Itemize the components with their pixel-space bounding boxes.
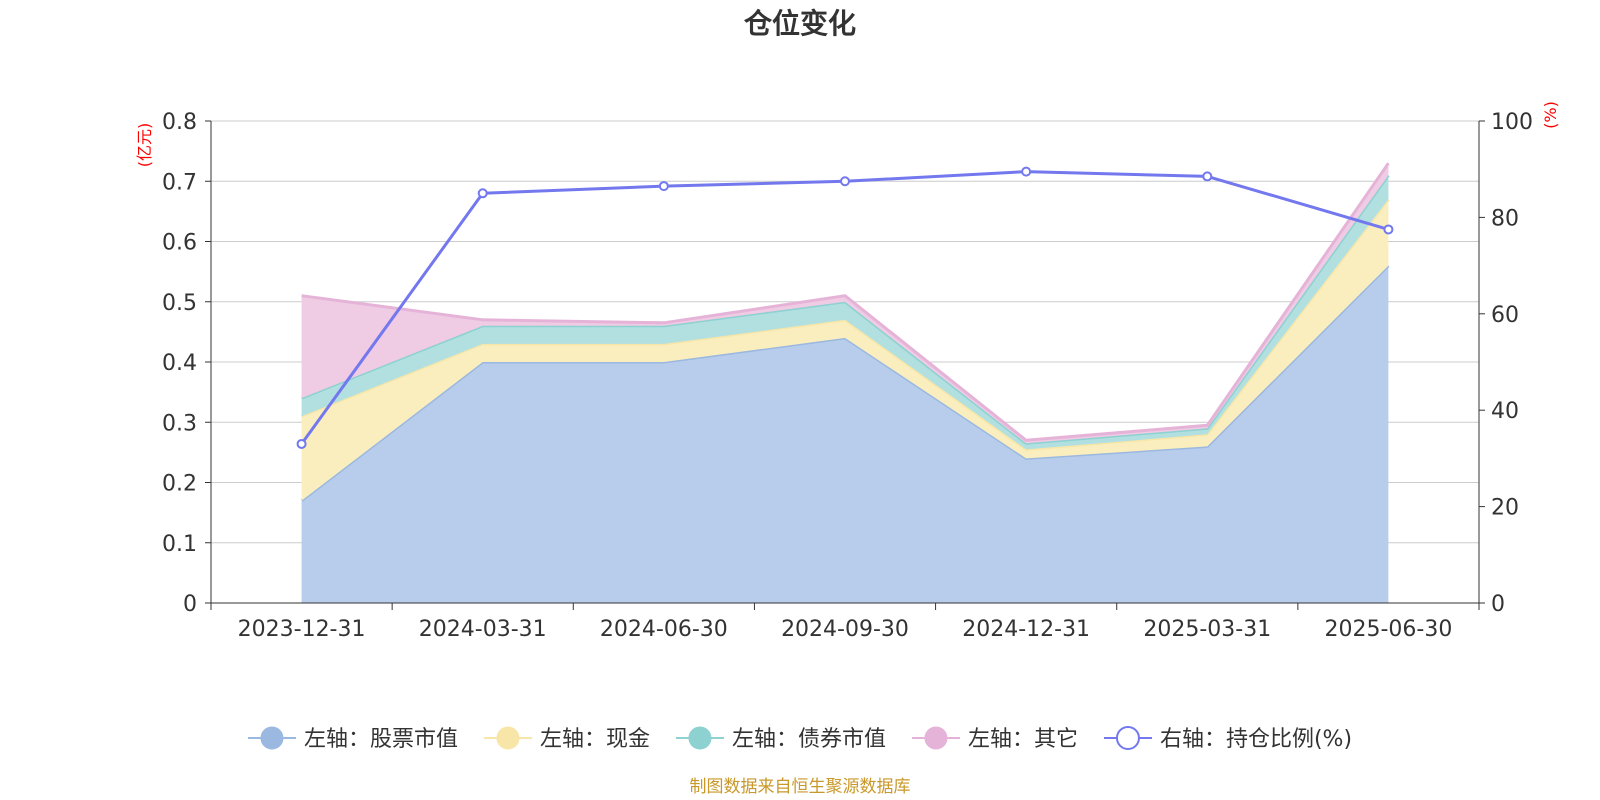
legend-circle-icon <box>688 726 712 750</box>
legend-circle-icon <box>924 726 948 750</box>
area-edge-series-4 <box>301 162 1390 442</box>
legend-circle-icon <box>496 726 520 750</box>
left-axis-tick-label: 0.4 <box>162 351 197 376</box>
ratio-point <box>296 438 307 449</box>
x-axis-tick-label: 2025-06-30 <box>1324 617 1452 642</box>
right-axis-tick-label: 100 <box>1491 110 1533 135</box>
left-axis-tick-label: 0.7 <box>162 170 197 195</box>
left-axis-tick-label: 0.5 <box>162 291 197 316</box>
right-axis-tick-label: 40 <box>1491 399 1519 424</box>
ratio-point <box>1383 224 1394 235</box>
axes: 0 0.1 0.2 0.3 0.4 0.5 0.6 0.7 0.8 0 20 40 60 80 100 202… <box>162 110 1533 642</box>
x-axis-tick-label: 2024-06-30 <box>600 617 728 642</box>
stacked-areas <box>300 162 1390 603</box>
left-axis-tick-label: 0.6 <box>162 231 197 256</box>
x-axis-tick-label: 2024-12-31 <box>962 617 1090 642</box>
left-axis-tick-label: 0.1 <box>162 532 197 557</box>
right-axis-tick-label: 20 <box>1491 496 1519 521</box>
legend[interactable]: 左轴：股票市值 左轴：现金 左轴：债券市值 左轴：其它 右轴：持仓比例(%) <box>247 726 1352 752</box>
area-fill-series-1 <box>301 265 1389 603</box>
legend-circle-icon <box>260 726 284 750</box>
ratio-line-series <box>296 166 1394 449</box>
legend-label: 右轴：持仓比例(%) <box>1160 727 1352 752</box>
left-axis-tick-label: 0 <box>183 592 197 617</box>
legend-label: 左轴：其它 <box>968 727 1078 752</box>
left-axis-tick-label: 0.3 <box>162 411 197 436</box>
area-fill-series-3 <box>301 175 1389 450</box>
x-axis-tick-label: 2025-03-31 <box>1143 617 1271 642</box>
ratio-point <box>658 181 669 192</box>
right-axis-tick-label: 80 <box>1491 206 1519 231</box>
chart-title: 仓位变化 <box>744 7 856 40</box>
right-axis-unit: (%) <box>1541 101 1560 129</box>
right-axis-tick-label: 60 <box>1491 303 1519 328</box>
data-source-note: 制图数据来自恒生聚源数据库 <box>690 777 911 797</box>
ratio-point <box>840 176 850 187</box>
legend-item-3[interactable]: 左轴：债券市值 <box>675 726 886 752</box>
legend-label: 左轴：股票市值 <box>304 727 458 752</box>
legend-item-1[interactable]: 左轴：股票市值 <box>247 726 458 752</box>
ratio-point <box>477 188 488 199</box>
legend-item-5[interactable]: 右轴：持仓比例(%) <box>1103 726 1352 752</box>
ratio-point <box>1021 166 1032 177</box>
ratio-point <box>1202 171 1213 182</box>
left-axis-tick-label: 0.2 <box>162 472 197 497</box>
legend-hollow-circle-icon <box>1115 726 1140 750</box>
legend-label: 左轴：债券市值 <box>732 727 886 752</box>
x-axis-tick-label: 2023-12-31 <box>238 617 366 642</box>
legend-item-4[interactable]: 左轴：其它 <box>911 726 1078 752</box>
x-axis-tick-label: 2024-09-30 <box>781 617 909 642</box>
legend-label: 左轴：现金 <box>540 727 650 752</box>
area-fill-series-2 <box>301 199 1389 501</box>
right-axis-tick-label: 0 <box>1491 592 1505 617</box>
left-axis-unit: (亿元) <box>135 123 154 168</box>
legend-item-2[interactable]: 左轴：现金 <box>483 726 650 752</box>
left-axis-tick-label: 0.8 <box>162 110 197 135</box>
x-axis-tick-label: 2024-03-31 <box>419 617 547 642</box>
